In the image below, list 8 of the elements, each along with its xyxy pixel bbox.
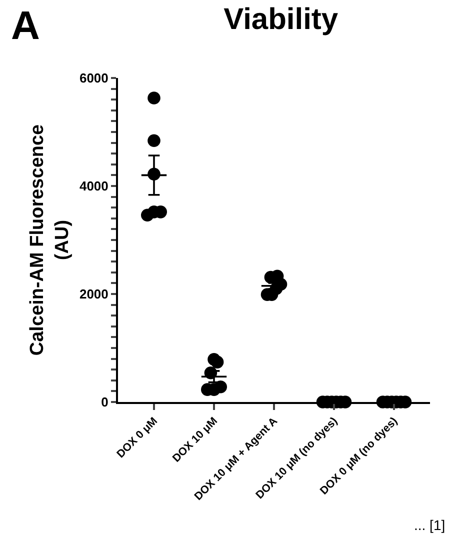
text: ... [1] xyxy=(414,517,446,533)
y-tick-label: 2000 xyxy=(79,286,108,302)
y-tick-label: 0 xyxy=(101,394,108,410)
chart-title: Viability xyxy=(224,3,338,36)
text: A xyxy=(11,4,40,48)
y-tick-label: 4000 xyxy=(79,178,108,194)
y-tick-label: 6000 xyxy=(79,70,108,86)
y-axis-title: Calcein-AM Fluorescence (AU) xyxy=(27,124,73,356)
